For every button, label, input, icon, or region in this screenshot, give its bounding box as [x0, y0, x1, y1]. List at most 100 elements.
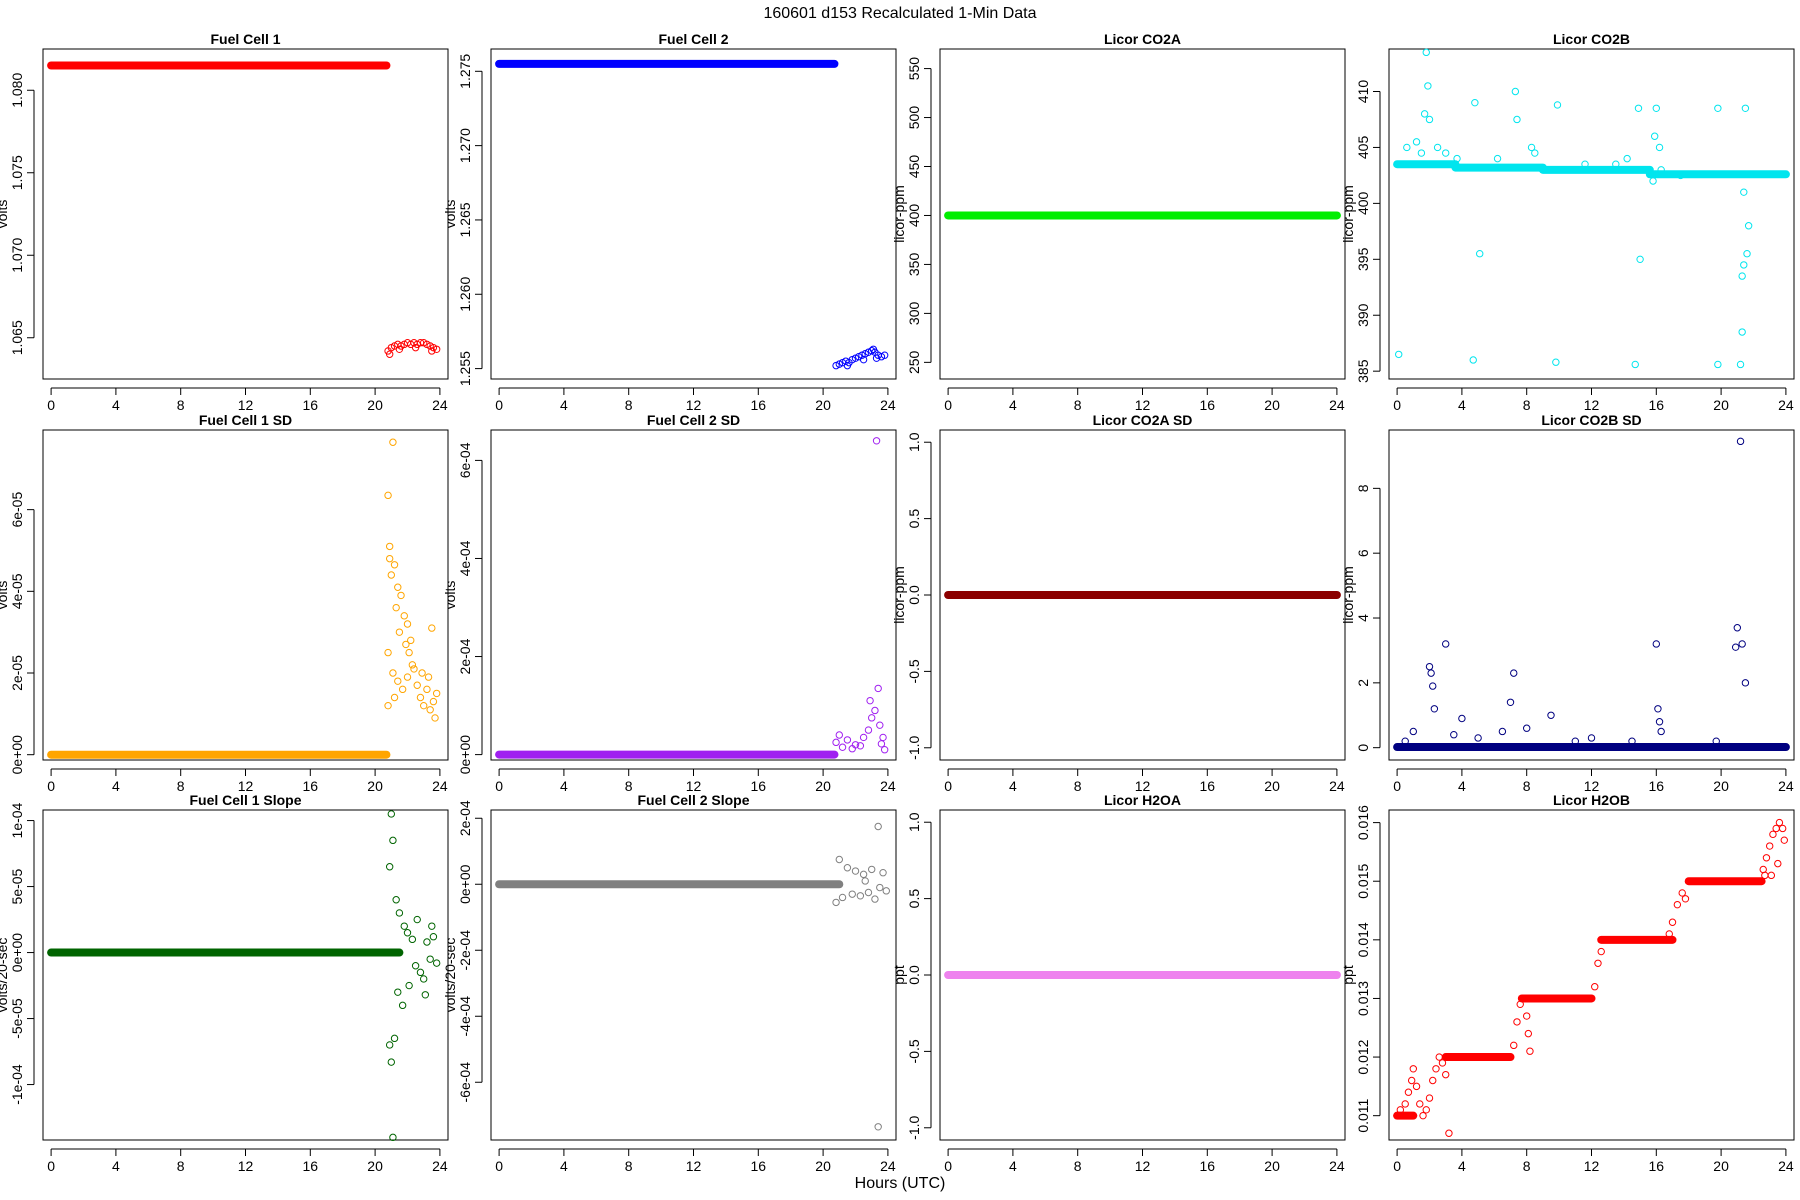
- y-tick-label: 300: [906, 301, 922, 325]
- data-point: [1581, 160, 1589, 168]
- data-point: [1766, 842, 1774, 850]
- y-axis-label: licor-ppm: [891, 185, 907, 243]
- data-point: [1612, 160, 1620, 168]
- data-point: [848, 890, 856, 898]
- data-point: [1429, 1076, 1437, 1085]
- y-tick-label: 1e-04: [9, 802, 25, 838]
- data-point: [1738, 328, 1746, 336]
- x-tick-label: 12: [1135, 778, 1151, 794]
- data-point: [1594, 959, 1602, 967]
- plot-frame: [490, 48, 897, 380]
- y-tick-label: 1.065: [9, 320, 25, 355]
- data-point: [1761, 871, 1769, 880]
- y-axis-label: volts: [0, 200, 10, 229]
- x-tick-label: 20: [367, 397, 383, 413]
- data-point: [394, 677, 402, 685]
- data-point: [838, 743, 847, 751]
- y-tick-label: 2e-04: [457, 800, 473, 836]
- x-tick-label: 20: [1264, 397, 1280, 413]
- data-point: [1442, 149, 1450, 157]
- y-tick-label: 6: [1355, 549, 1371, 557]
- data-point: [395, 628, 404, 636]
- x-tick-label: 16: [303, 397, 319, 413]
- data-point: [1736, 437, 1745, 446]
- y-tick-label: 410: [1355, 80, 1371, 104]
- x-tick-label: 20: [1264, 1158, 1280, 1174]
- x-tick-label: 20: [815, 1158, 831, 1174]
- y-tick-label: 5e-05: [9, 868, 25, 904]
- plot-frame: [42, 429, 449, 761]
- y-axis-label: volts: [442, 581, 458, 610]
- data-point: [1425, 1094, 1434, 1102]
- data-point: [856, 742, 865, 750]
- y-tick-label: 0.5: [906, 509, 922, 529]
- x-tick-label: 24: [432, 778, 448, 794]
- y-tick-label: 0e+00: [457, 735, 473, 775]
- y-axis-label: ppt: [891, 965, 907, 985]
- panel-title: Fuel Cell 1: [210, 31, 280, 47]
- y-tick-label: 2: [1355, 679, 1371, 687]
- data-point: [843, 736, 852, 744]
- x-tick-label: 0: [495, 1158, 503, 1174]
- panel-title: Fuel Cell 2: [658, 31, 728, 47]
- y-tick-label: 0e+00: [9, 933, 25, 973]
- panel-0: Fuel Cell 1 0 4 8 12 16 20 24 1.065 1.070 1.075 1.0…: [0, 31, 449, 413]
- data-point: [426, 706, 434, 714]
- x-tick-label: 24: [1329, 397, 1345, 413]
- data-point: [387, 571, 395, 579]
- x-tick-label: 16: [751, 1158, 767, 1174]
- x-tick-label: 4: [560, 778, 568, 794]
- data-point: [1524, 1029, 1533, 1038]
- x-tick-label: 4: [112, 397, 120, 413]
- x-tick-label: 16: [1200, 778, 1216, 794]
- data-point: [1591, 983, 1599, 991]
- data-point: [385, 1041, 394, 1049]
- y-tick-label: -6e-04: [457, 1062, 473, 1103]
- data-point: [856, 892, 865, 900]
- y-tick-label: -0.5: [906, 1039, 922, 1063]
- data-point: [838, 893, 847, 902]
- data-point: [1422, 48, 1430, 57]
- data-point: [1442, 640, 1450, 648]
- data-point: [428, 347, 436, 355]
- data-point: [1409, 1065, 1418, 1073]
- y-tick-label: -1.0: [906, 736, 922, 760]
- data-point: [1450, 731, 1458, 739]
- x-tick-label: 4: [560, 1158, 568, 1174]
- data-point: [1445, 1129, 1453, 1137]
- data-point: [1778, 824, 1787, 833]
- x-tick-label: 8: [625, 1158, 633, 1174]
- data-point: [1775, 818, 1784, 827]
- panel-title: Fuel Cell 2 Slope: [637, 792, 749, 808]
- x-tick-label: 24: [432, 397, 448, 413]
- data-point: [879, 869, 887, 877]
- x-tick-label: 12: [686, 397, 702, 413]
- data-point: [1636, 255, 1644, 264]
- x-tick-label: 4: [1009, 778, 1017, 794]
- x-tick-label: 20: [815, 778, 831, 794]
- x-tick-label: 20: [1264, 778, 1280, 794]
- y-tick-label: 0.013: [1355, 981, 1371, 1016]
- data-point: [835, 731, 843, 739]
- data-point: [398, 685, 407, 694]
- data-point: [385, 554, 394, 563]
- y-axis-label: ppt: [1340, 965, 1356, 985]
- data-point: [864, 888, 873, 897]
- plot-frame: [939, 809, 1346, 1141]
- data-point: [395, 909, 404, 917]
- data-point: [389, 836, 397, 845]
- x-tick-label: 20: [367, 778, 383, 794]
- data-point: [1712, 737, 1720, 745]
- panel-title: Licor CO2B: [1553, 31, 1630, 47]
- data-point: [1404, 1088, 1413, 1096]
- y-tick-label: 0.011: [1355, 1098, 1371, 1132]
- x-tick-label: 0: [1393, 1158, 1401, 1174]
- data-point: [880, 351, 889, 359]
- data-point: [1744, 222, 1753, 230]
- data-point: [387, 810, 395, 818]
- y-tick-label: 400: [906, 204, 922, 228]
- data-point: [835, 855, 843, 864]
- data-point: [389, 669, 397, 677]
- panel-6: Licor CO2A SD 0 4 8 12 16 20 24 -1.0 -0.5 0.0 0.5 1.…: [891, 412, 1346, 794]
